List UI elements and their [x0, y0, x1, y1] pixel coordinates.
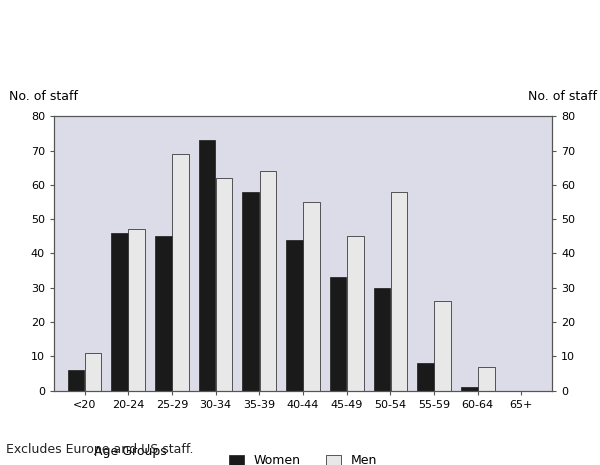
Bar — [417, 363, 434, 391]
Bar — [216, 178, 232, 391]
Text: No. of staff: No. of staff — [9, 90, 78, 102]
Text: No. of staff: No. of staff — [528, 90, 597, 102]
Bar — [391, 192, 407, 391]
Text: Age Distribution of Staff: Age Distribution of Staff — [7, 29, 314, 49]
Bar — [260, 171, 276, 391]
Bar — [155, 236, 172, 391]
Bar — [303, 202, 320, 391]
Text: Age Groups: Age Groups — [94, 445, 167, 458]
Bar — [199, 140, 215, 391]
Legend: Women, Men: Women, Men — [224, 449, 382, 465]
Bar — [242, 192, 259, 391]
Bar — [434, 301, 451, 391]
Bar — [112, 233, 128, 391]
Bar — [374, 288, 390, 391]
Bar — [347, 236, 364, 391]
Bar — [330, 278, 346, 391]
Bar — [461, 387, 478, 391]
Text: Excludes Europe and US staff.: Excludes Europe and US staff. — [6, 443, 193, 456]
Bar — [85, 353, 101, 391]
Bar — [68, 370, 85, 391]
Bar — [286, 240, 303, 391]
Text: As at 30 June 2001: As at 30 June 2001 — [7, 72, 152, 86]
Bar — [128, 229, 145, 391]
Bar — [172, 154, 189, 391]
Bar — [478, 366, 494, 391]
